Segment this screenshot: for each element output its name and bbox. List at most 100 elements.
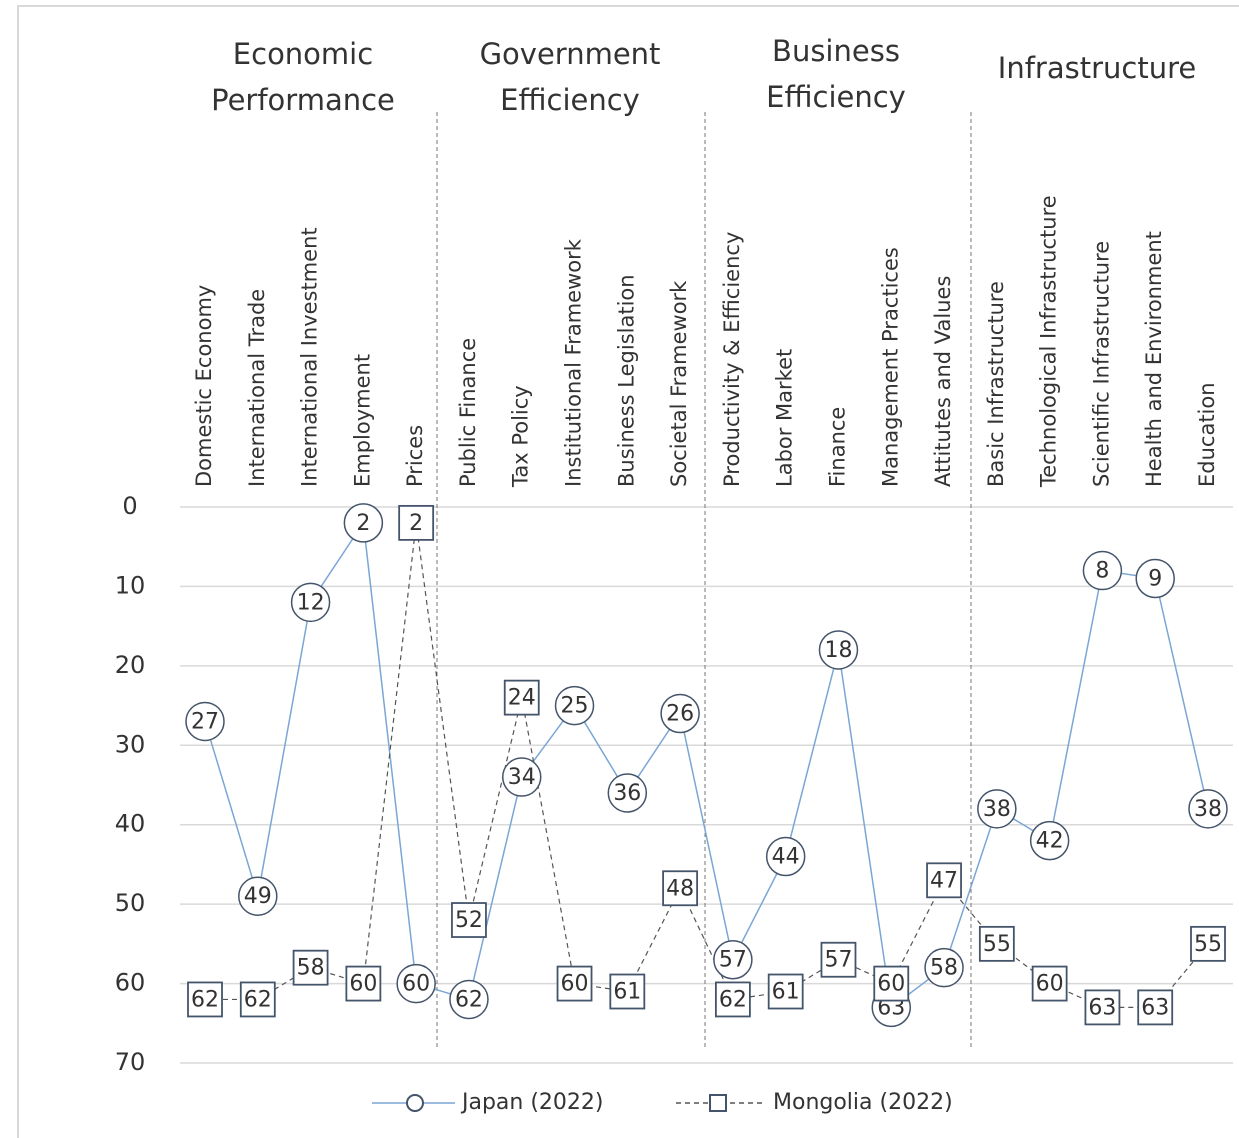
data-label: 55 bbox=[1194, 932, 1222, 957]
data-label: 58 bbox=[930, 956, 958, 981]
data-label: 24 bbox=[508, 686, 536, 711]
x-tick-label: International Trade bbox=[245, 289, 269, 487]
point-marker bbox=[873, 965, 910, 1002]
data-label: 61 bbox=[772, 980, 800, 1005]
point-marker bbox=[503, 679, 540, 716]
x-tick-label: Attitutes and Values bbox=[931, 276, 955, 487]
x-tick-label: Management Practices bbox=[878, 247, 902, 487]
x-tick-label: Institutional Framework bbox=[562, 238, 586, 487]
point-marker bbox=[1084, 989, 1121, 1026]
point-marker bbox=[662, 870, 699, 907]
data-label: 57 bbox=[719, 948, 747, 973]
x-tick-label: Domestic Economy bbox=[192, 285, 216, 487]
data-label: 60 bbox=[561, 972, 589, 997]
point-marker bbox=[1029, 820, 1070, 861]
data-label: 55 bbox=[983, 932, 1011, 957]
series-line bbox=[204, 520, 1209, 1009]
data-label: 8 bbox=[1095, 559, 1109, 584]
point-marker bbox=[1031, 965, 1068, 1002]
y-tick-label: 20 bbox=[115, 651, 146, 679]
data-label: 36 bbox=[613, 781, 641, 806]
point-marker bbox=[924, 947, 964, 988]
y-tick-label: 40 bbox=[115, 810, 146, 838]
point-marker bbox=[767, 973, 804, 1010]
data-label: 25 bbox=[561, 694, 589, 719]
point-marker bbox=[765, 836, 806, 877]
point-marker bbox=[185, 701, 225, 742]
data-label: 60 bbox=[1036, 972, 1064, 997]
legend-marker bbox=[709, 1094, 727, 1112]
point-marker bbox=[290, 582, 331, 623]
group-title: Economic bbox=[233, 37, 373, 71]
point-marker bbox=[978, 925, 1015, 962]
data-label: 60 bbox=[349, 972, 377, 997]
data-label: 42 bbox=[1036, 829, 1064, 854]
point-marker bbox=[1135, 558, 1175, 599]
point-marker bbox=[451, 902, 487, 938]
y-tick-label: 30 bbox=[115, 730, 146, 758]
point-marker bbox=[343, 503, 384, 543]
x-tick-label: Employment bbox=[350, 354, 374, 487]
point-marker bbox=[398, 504, 435, 541]
point-marker bbox=[554, 685, 595, 726]
point-marker bbox=[239, 981, 276, 1018]
legend-label: Japan (2022) bbox=[460, 1090, 604, 1115]
point-marker bbox=[818, 630, 859, 670]
data-label: 48 bbox=[666, 876, 694, 901]
point-marker bbox=[1137, 989, 1174, 1026]
group-title: Infrastructure bbox=[998, 51, 1196, 85]
x-tick-label: Productivity & Efficiency bbox=[720, 232, 744, 487]
point-marker bbox=[977, 789, 1017, 829]
data-label: 9 bbox=[1148, 566, 1162, 591]
point-marker bbox=[556, 965, 593, 1002]
point-marker bbox=[820, 941, 857, 978]
x-tick-label: Societal Framework bbox=[667, 280, 691, 487]
point-marker bbox=[501, 757, 542, 797]
data-label: 62 bbox=[455, 987, 483, 1012]
data-label: 63 bbox=[1141, 995, 1169, 1020]
point-marker bbox=[396, 963, 436, 1004]
data-label: 2 bbox=[356, 511, 370, 536]
y-tick-label: 70 bbox=[115, 1048, 146, 1076]
data-label: 60 bbox=[402, 972, 430, 997]
legend-marker bbox=[406, 1094, 424, 1112]
x-tick-label: Prices bbox=[403, 425, 427, 487]
data-label: 44 bbox=[772, 844, 800, 869]
point-marker bbox=[292, 949, 329, 986]
data-label: 57 bbox=[824, 948, 852, 973]
data-label: 26 bbox=[666, 702, 694, 727]
data-label: 38 bbox=[983, 797, 1011, 822]
point-marker bbox=[1188, 789, 1228, 829]
group-title: Government bbox=[480, 37, 661, 71]
data-label: 62 bbox=[719, 987, 747, 1012]
x-tick-label: Finance bbox=[825, 407, 849, 487]
data-label: 62 bbox=[244, 987, 272, 1012]
data-label: 18 bbox=[824, 638, 852, 663]
y-tick-label: 60 bbox=[115, 969, 146, 997]
point-marker bbox=[1190, 925, 1226, 962]
data-label: 62 bbox=[191, 987, 219, 1012]
point-marker bbox=[449, 979, 489, 1020]
data-label: 2 bbox=[409, 511, 423, 536]
data-label: 12 bbox=[297, 590, 325, 615]
legend-label: Mongolia (2022) bbox=[773, 1090, 953, 1115]
y-tick-label: 10 bbox=[115, 571, 146, 599]
series-line bbox=[205, 522, 1209, 1008]
y-tick-label: 50 bbox=[115, 889, 146, 917]
point-marker bbox=[345, 965, 382, 1002]
data-label: 47 bbox=[930, 868, 958, 893]
data-label: 49 bbox=[244, 884, 272, 909]
point-marker bbox=[713, 939, 753, 980]
point-marker bbox=[1082, 550, 1123, 591]
point-marker bbox=[609, 973, 646, 1010]
point-marker bbox=[714, 981, 751, 1018]
group-title: Efficiency bbox=[766, 80, 906, 114]
data-label: 60 bbox=[877, 972, 905, 997]
group-title: Efficiency bbox=[500, 83, 640, 117]
point-marker bbox=[926, 862, 962, 899]
x-tick-label: Labor Market bbox=[773, 349, 797, 487]
group-title: Performance bbox=[211, 83, 395, 117]
data-label: 61 bbox=[613, 980, 641, 1005]
data-label: 27 bbox=[191, 709, 219, 734]
